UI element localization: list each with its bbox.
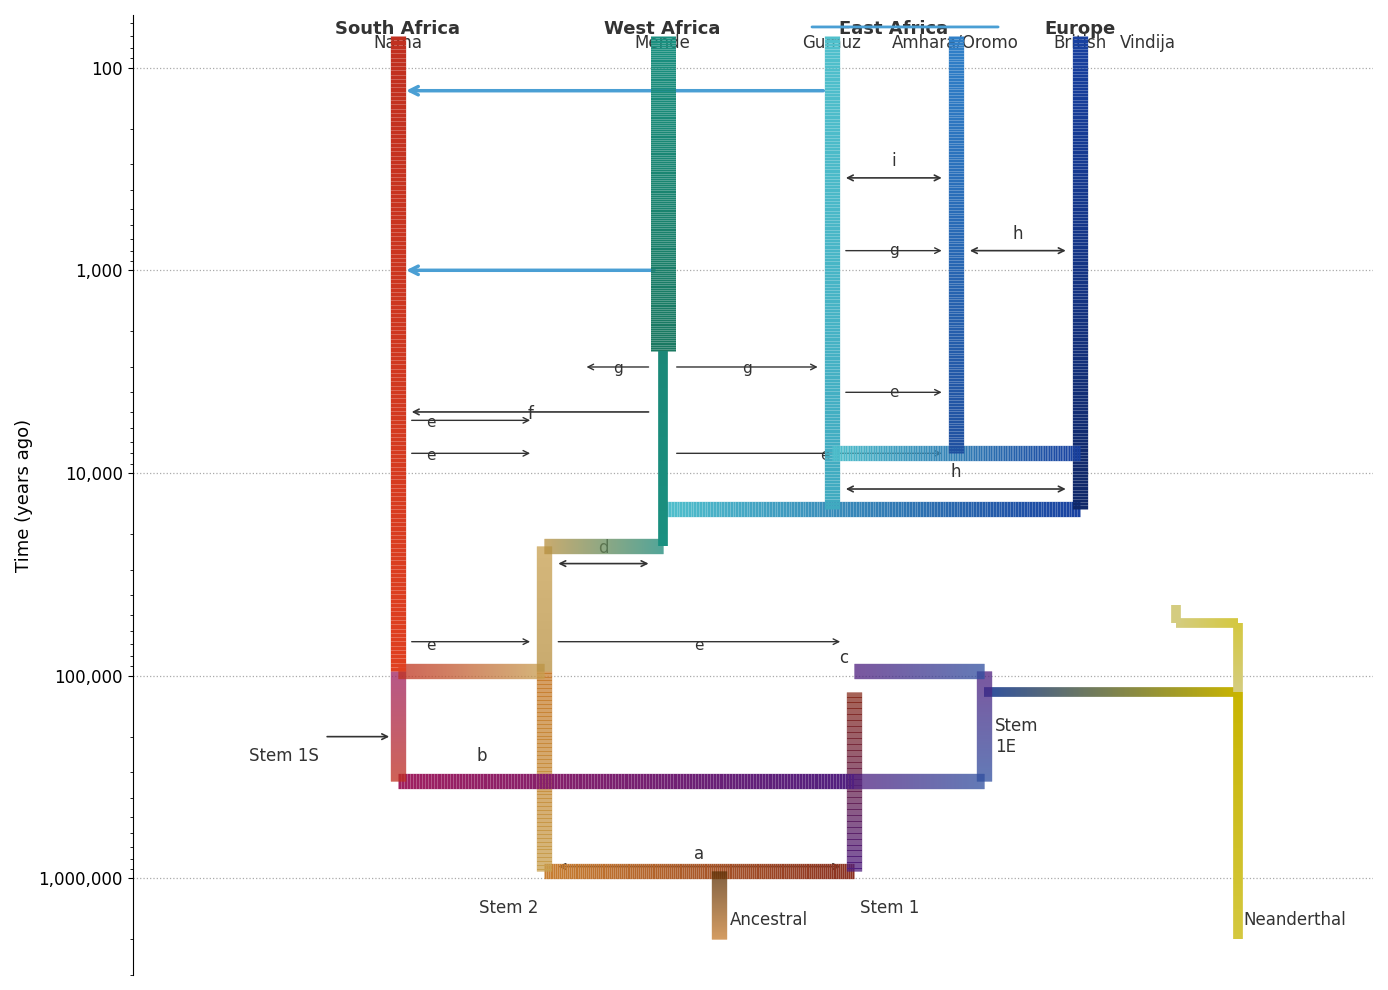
Text: East Africa: East Africa: [840, 20, 948, 38]
Text: Stem 2: Stem 2: [479, 899, 539, 917]
Text: Ancestral: Ancestral: [730, 911, 808, 929]
Text: c: c: [840, 649, 848, 667]
Text: South Africa: South Africa: [335, 20, 461, 38]
Text: i: i: [891, 152, 897, 170]
Text: Mende: Mende: [634, 34, 691, 51]
Text: Stem
1E: Stem 1E: [995, 717, 1038, 756]
Text: e: e: [820, 447, 830, 462]
Text: West Africa: West Africa: [604, 20, 720, 38]
Y-axis label: Time (years ago): Time (years ago): [15, 419, 33, 571]
Text: g: g: [743, 361, 752, 376]
Text: Gumuz: Gumuz: [802, 34, 861, 51]
Text: Amhara/Oromo: Amhara/Oromo: [892, 34, 1019, 51]
Text: Stem 1S: Stem 1S: [248, 747, 319, 765]
Text: b: b: [477, 747, 487, 765]
Text: e: e: [426, 447, 436, 462]
Text: Neanderthal: Neanderthal: [1244, 911, 1346, 929]
Text: a: a: [694, 844, 704, 863]
Text: British: British: [1053, 34, 1106, 51]
Text: f: f: [527, 405, 533, 423]
Text: g: g: [888, 243, 898, 257]
Text: Vindija: Vindija: [1120, 34, 1176, 51]
Text: e: e: [694, 638, 704, 652]
Text: e: e: [890, 385, 898, 400]
Text: h: h: [1013, 225, 1023, 243]
Text: g: g: [612, 361, 622, 376]
Text: Nama: Nama: [373, 34, 422, 51]
Text: e: e: [426, 638, 436, 652]
Text: Stem 1: Stem 1: [861, 899, 919, 917]
Text: h: h: [951, 463, 960, 481]
Text: Europe: Europe: [1044, 20, 1116, 38]
Text: d: d: [598, 540, 609, 557]
Text: e: e: [426, 416, 436, 431]
